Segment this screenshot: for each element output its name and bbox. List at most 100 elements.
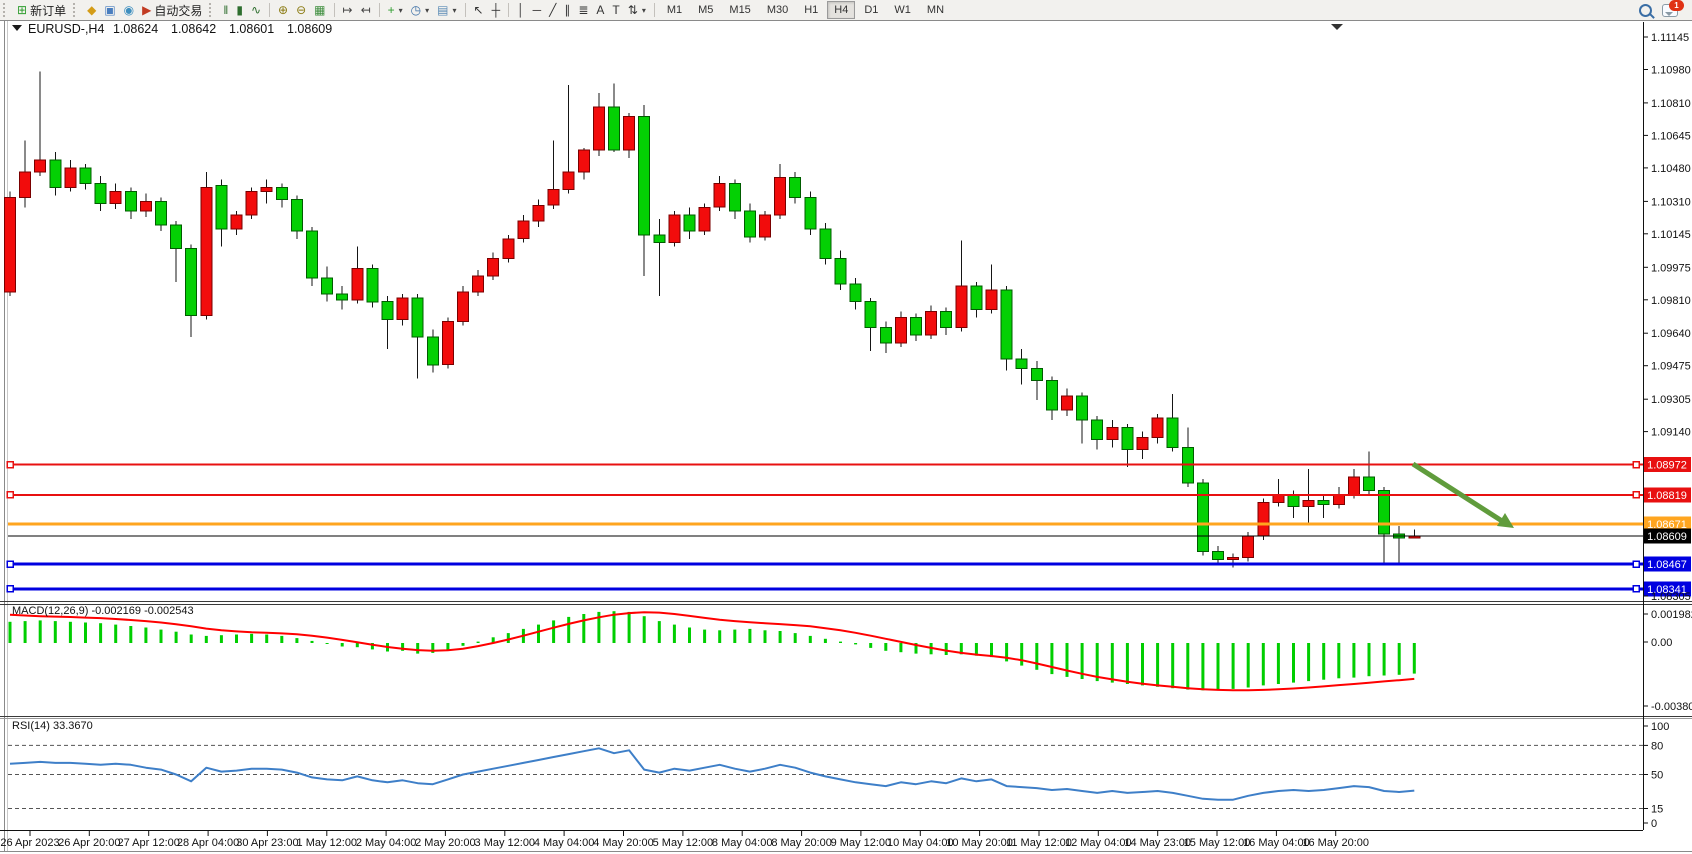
candle-bull — [109, 191, 122, 204]
equidistant-channel-icon: ∥ — [564, 3, 571, 17]
toolbar-separator — [209, 3, 216, 17]
autotrading-button[interactable]: ▶ 自动交易 — [138, 1, 206, 19]
timeframe-h4[interactable]: H4 — [827, 1, 856, 19]
zoom-out-button[interactable]: ⊖ — [292, 1, 310, 19]
cursor-button[interactable]: ↖ — [470, 1, 488, 19]
macd-histogram-bar — [1110, 643, 1114, 683]
candle-bear — [864, 301, 877, 328]
macd-histogram-bar — [68, 621, 72, 643]
timeframe-d1[interactable]: D1 — [864, 4, 879, 16]
macd-histogram-bar — [974, 643, 978, 656]
timeframe-h1[interactable]: H1 — [804, 4, 819, 16]
templates-button[interactable]: ▤ ▾ — [433, 1, 460, 19]
chart-collapse-icon[interactable] — [12, 25, 22, 31]
candle-bear — [1196, 482, 1209, 553]
candle-bear — [1030, 368, 1043, 382]
vertical-line-icon: │ — [517, 3, 525, 17]
timeframe-m1[interactable]: M1 — [666, 4, 683, 16]
market-watch-button[interactable]: ◆ — [83, 1, 100, 19]
time-tick-label: 26 Apr 20:00 — [58, 837, 120, 849]
trendline-button[interactable]: ╱ — [545, 1, 560, 19]
candle-bull — [668, 214, 681, 244]
timeframe-m30[interactable]: M30 — [766, 4, 789, 16]
timeframe-m5[interactable]: M5 — [698, 4, 714, 16]
timeframe-w1[interactable]: W1 — [894, 4, 911, 16]
support-line-1-handle[interactable] — [6, 560, 14, 568]
candle-bear — [79, 167, 92, 185]
price-tick-label: 1.09305 — [1651, 394, 1691, 406]
timeframe-mn[interactable]: MN — [926, 4, 945, 16]
data-window-button[interactable]: ▣ — [100, 1, 119, 19]
macd-histogram-bar — [23, 621, 27, 643]
dropdown-caret-icon[interactable]: ▾ — [641, 5, 646, 15]
dropdown-caret-icon[interactable]: ▾ — [452, 5, 457, 15]
macd-histogram-bar — [1382, 643, 1386, 676]
price-tick-label: 1.09640 — [1651, 328, 1691, 340]
time-tick-label: 1 May 12:00 — [297, 837, 358, 849]
candle-bull — [623, 116, 636, 151]
macd-histogram-bar — [114, 624, 118, 643]
notifications-icon[interactable]: 1 — [1662, 0, 1684, 17]
macd-histogram-bar — [99, 623, 103, 643]
text-label-button[interactable]: T — [608, 1, 623, 19]
periods-button[interactable]: ◷ ▾ — [407, 1, 434, 19]
candle-bear — [1076, 395, 1089, 421]
dropdown-caret-icon[interactable]: ▾ — [425, 5, 430, 15]
macd-histogram-bar — [778, 631, 782, 643]
dropdown-caret-icon[interactable]: ▾ — [398, 5, 403, 15]
macd-histogram-bar — [642, 616, 646, 643]
vertical-line-button[interactable]: │ — [513, 1, 529, 19]
price-tick-label: 1.09975 — [1651, 262, 1691, 274]
candlestick-chart-button[interactable]: ▮ — [232, 1, 247, 19]
candle-bear — [124, 191, 137, 212]
candle-bull — [532, 204, 545, 222]
resistance-line-1-handle[interactable] — [6, 460, 14, 469]
candle-bear — [1378, 490, 1391, 535]
macd-histogram-bar — [990, 643, 993, 658]
crosshair-button[interactable]: ┼ — [488, 1, 505, 19]
arrows-shapes-button[interactable]: ⇅ ▾ — [624, 1, 650, 19]
support-line-1-handle[interactable] — [1632, 560, 1640, 568]
auto-scroll-button[interactable]: ↤ — [357, 1, 375, 19]
macd-histogram-bar — [688, 627, 691, 643]
down-trend-arrow-head[interactable] — [1497, 513, 1514, 528]
resistance-line-2-handle[interactable] — [6, 491, 14, 499]
chart-shift-marker[interactable] — [1331, 24, 1343, 30]
candle-bull — [1106, 427, 1119, 441]
text-button[interactable]: A — [592, 1, 608, 19]
timeframe-m15[interactable]: M15 — [729, 4, 751, 16]
support-line-2-handle[interactable] — [1632, 585, 1640, 593]
toolbar-separator — [333, 3, 335, 17]
support-line-1-price-tag-label: 1.08467 — [1647, 559, 1687, 571]
macd-histogram-bar — [491, 637, 495, 643]
signal-button[interactable]: ◉ — [120, 1, 138, 19]
support-line-2-handle[interactable] — [6, 585, 14, 593]
resistance-line-1-handle[interactable] — [1632, 460, 1640, 469]
new-order-button[interactable]: ⊞ 新订单 — [13, 1, 70, 19]
macd-histogram-bar — [1231, 643, 1235, 689]
equidistant-channel-button[interactable]: ∥ — [560, 1, 574, 19]
down-trend-arrow[interactable] — [1411, 461, 1504, 524]
resistance-line-2-handle[interactable] — [1632, 491, 1640, 499]
horizontal-line-icon: ─ — [532, 3, 542, 17]
candle-bull — [351, 267, 364, 301]
time-tick-label: 10 May 04:00 — [887, 837, 954, 849]
shift-chart-button[interactable]: ↦ — [339, 1, 357, 19]
candle-bull — [19, 171, 32, 198]
bar-chart-button[interactable]: ‖ — [219, 1, 232, 19]
horizontal-line-button[interactable]: ─ — [529, 1, 546, 19]
fibonacci-button[interactable]: ≣ — [574, 1, 592, 19]
line-chart-button[interactable]: ∿ — [247, 1, 265, 19]
zoom-in-button[interactable]: ⊕ — [274, 1, 292, 19]
candle-bear — [366, 267, 379, 303]
search-icon[interactable] — [1639, 3, 1652, 17]
time-tick-label: 8 May 20:00 — [771, 837, 832, 849]
candle-bear — [336, 293, 349, 301]
support-line-2-price-tag-label: 1.08341 — [1647, 584, 1687, 596]
indicators-button[interactable]: + ▾ — [384, 1, 407, 19]
candle-bear — [1287, 494, 1300, 507]
macd-histogram-bar — [1292, 643, 1295, 683]
tile-windows-button[interactable]: ▦ — [310, 1, 329, 19]
arrow-layer — [1411, 461, 1514, 528]
price-tick-label: 1.10480 — [1651, 163, 1691, 175]
